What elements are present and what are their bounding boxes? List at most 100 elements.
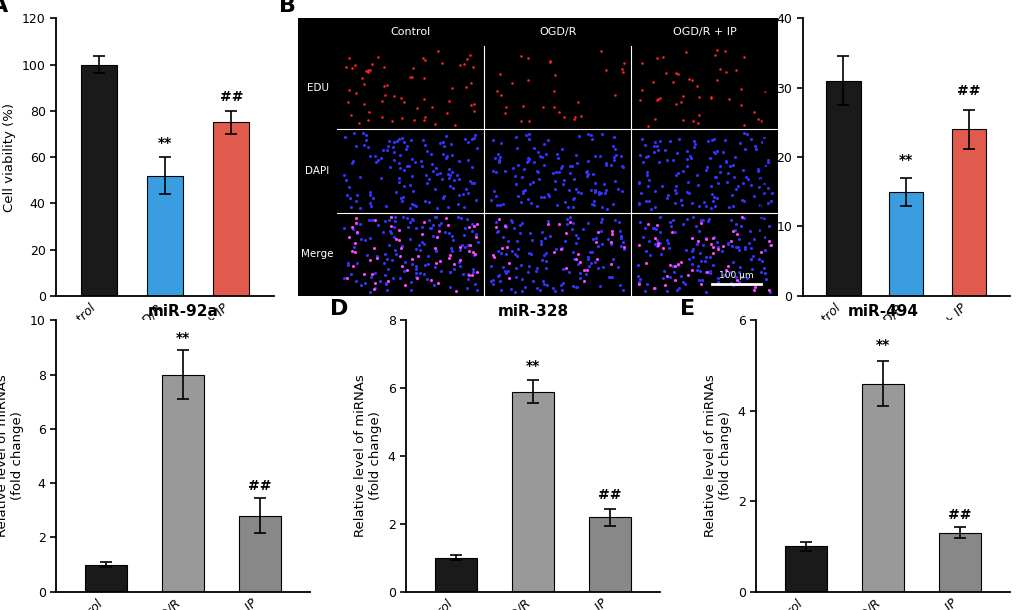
Point	[589, 264, 605, 273]
Point	[595, 179, 611, 189]
Point	[679, 187, 695, 197]
Point	[702, 203, 718, 212]
Point	[384, 116, 400, 126]
Point	[364, 215, 380, 225]
Point	[698, 232, 714, 242]
Point	[386, 147, 403, 157]
Point	[759, 198, 775, 208]
Point	[660, 217, 677, 227]
Point	[709, 277, 726, 287]
Point	[488, 200, 504, 210]
Point	[755, 263, 771, 273]
Point	[546, 70, 562, 80]
Point	[646, 187, 662, 196]
Point	[605, 132, 622, 142]
Title: miR-494: miR-494	[847, 304, 917, 319]
Point	[427, 245, 443, 255]
Point	[450, 190, 467, 199]
Point	[538, 149, 554, 159]
Point	[562, 224, 579, 234]
Point	[346, 246, 363, 256]
Point	[503, 217, 520, 227]
Point	[463, 134, 479, 144]
Point	[612, 241, 629, 251]
Point	[640, 219, 656, 229]
Point	[678, 245, 694, 255]
Point	[657, 68, 674, 78]
Point	[506, 132, 523, 142]
Point	[384, 142, 400, 151]
Point	[726, 225, 742, 235]
Point	[646, 137, 662, 147]
Point	[491, 69, 507, 79]
Point	[533, 255, 549, 265]
Point	[554, 278, 571, 288]
Point	[723, 226, 740, 236]
Point	[392, 193, 409, 203]
Point	[673, 98, 689, 107]
Point	[630, 177, 646, 187]
Point	[458, 284, 474, 293]
Point	[455, 59, 472, 69]
Point	[373, 154, 389, 163]
Point	[598, 204, 614, 213]
Point	[377, 279, 393, 289]
Point	[498, 242, 515, 252]
Point	[756, 268, 772, 278]
Point	[445, 235, 462, 245]
Point	[417, 196, 433, 206]
Point	[354, 73, 370, 83]
Point	[376, 62, 392, 72]
Point	[428, 232, 444, 242]
Point	[532, 192, 548, 202]
Bar	[487, 48, 627, 127]
Point	[604, 254, 621, 264]
Point	[659, 239, 676, 248]
Point	[682, 153, 698, 163]
Point	[566, 193, 582, 203]
Point	[651, 238, 667, 248]
Point	[448, 170, 465, 179]
Bar	[487, 132, 627, 210]
Point	[677, 48, 693, 57]
Point	[514, 218, 530, 228]
Point	[677, 279, 693, 289]
Point	[612, 151, 629, 160]
Point	[525, 157, 541, 167]
Point	[547, 244, 564, 254]
Point	[457, 82, 473, 92]
Point	[517, 185, 533, 195]
Point	[561, 217, 578, 226]
Point	[604, 199, 621, 209]
Point	[383, 255, 399, 265]
Point	[393, 134, 410, 143]
Point	[583, 135, 599, 145]
Point	[469, 218, 485, 228]
Point	[343, 158, 360, 168]
Point	[387, 246, 404, 256]
Point	[382, 163, 398, 173]
Point	[597, 185, 613, 195]
Point	[487, 152, 503, 162]
Point	[539, 135, 555, 145]
Point	[731, 138, 747, 148]
Point	[521, 134, 537, 144]
Point	[690, 202, 706, 212]
Point	[637, 223, 653, 233]
Point	[583, 258, 599, 268]
Point	[335, 171, 352, 181]
Point	[684, 259, 700, 268]
Point	[353, 280, 369, 290]
Point	[761, 287, 777, 297]
Point	[398, 265, 415, 274]
Point	[428, 232, 444, 242]
Point	[528, 201, 544, 210]
Point	[727, 152, 743, 162]
Text: **: **	[158, 136, 172, 150]
Text: Control: Control	[390, 27, 430, 37]
Point	[760, 285, 776, 295]
Point	[440, 202, 457, 212]
Point	[348, 228, 365, 237]
Point	[406, 115, 422, 125]
Point	[484, 275, 500, 285]
